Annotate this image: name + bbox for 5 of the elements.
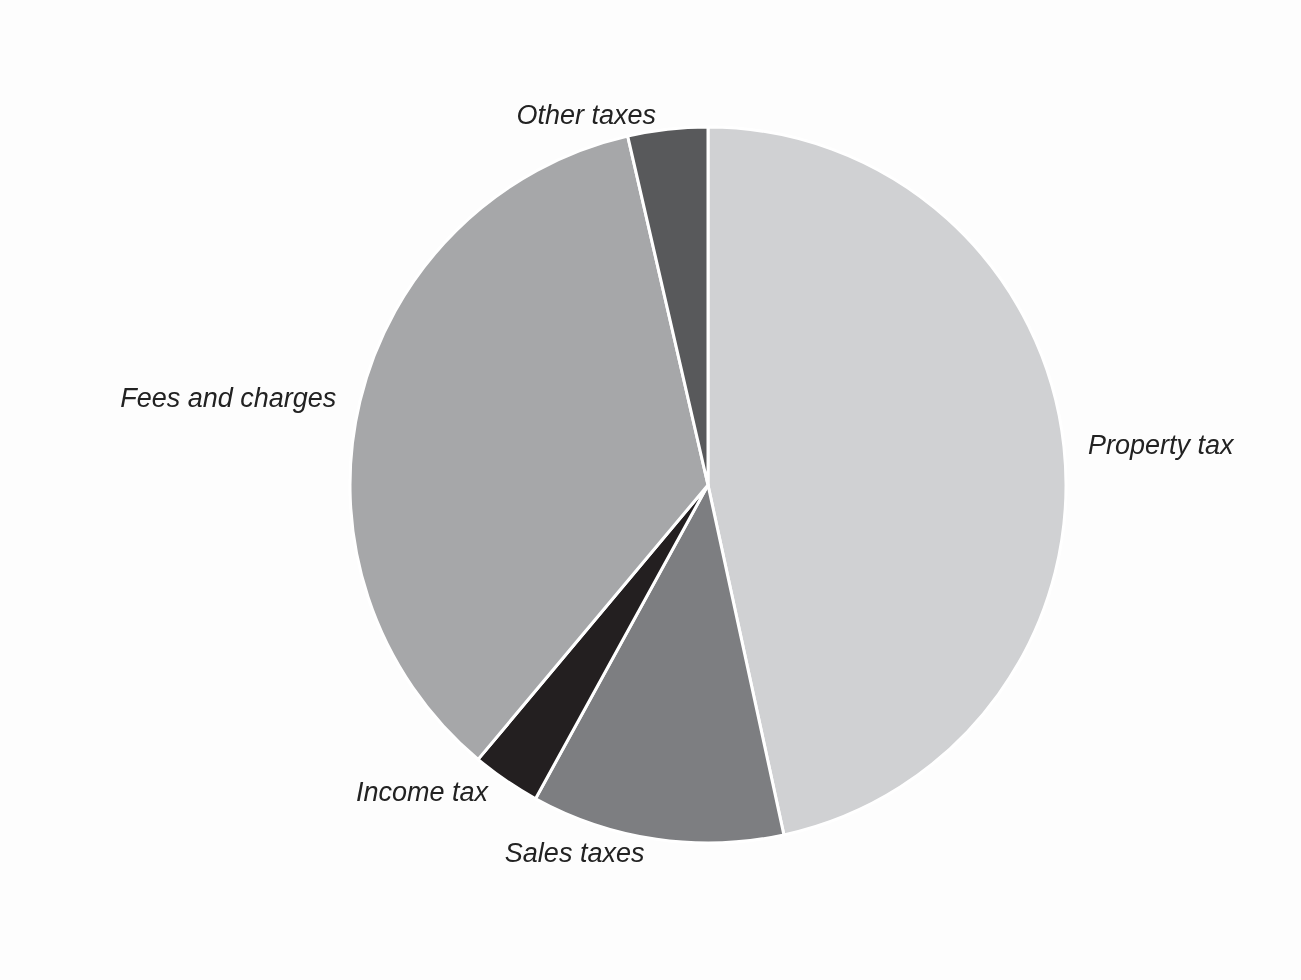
slice-label: Property tax [1087,430,1235,461]
slice-label: Income tax [355,777,490,808]
slice-label: Other taxes [516,100,657,131]
slice-label: Fees and charges [120,383,337,414]
slice-label: Sales taxes [504,838,645,869]
